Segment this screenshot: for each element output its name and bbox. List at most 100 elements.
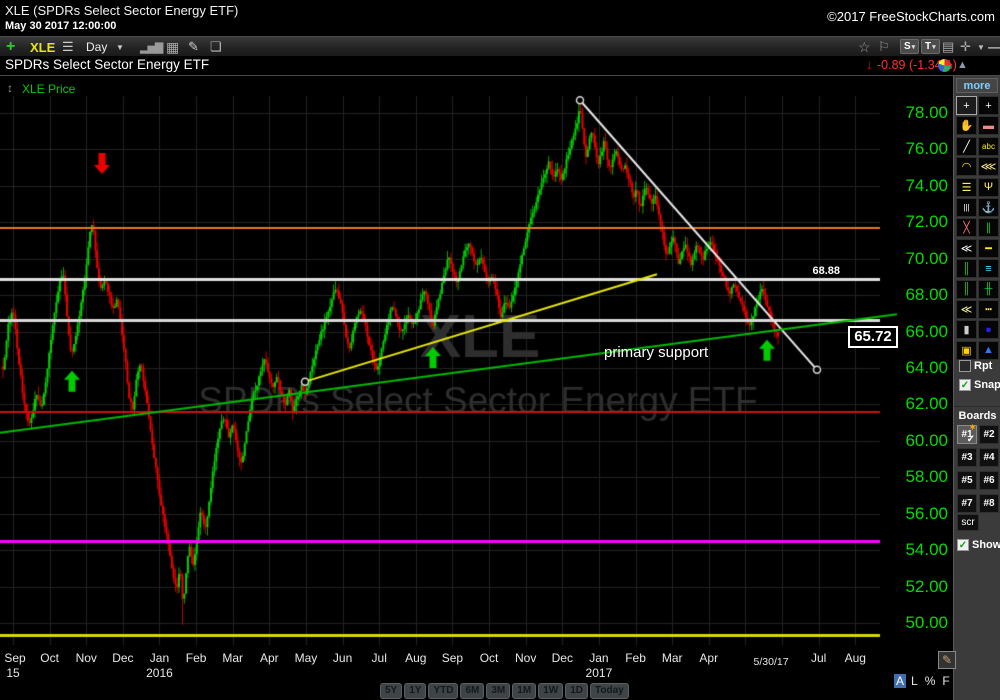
crosshair-select-tool-icon[interactable]: + [956,96,977,115]
parallel-dashed-tool-icon[interactable]: ☰ [956,177,977,197]
period-dropdown[interactable]: Day [86,40,108,54]
axis-mode-L[interactable]: L [911,674,918,688]
thick-line-tool-icon[interactable]: ━ [978,238,999,258]
month-label: Jan [149,651,170,665]
price-axis-label: 52.00 [905,576,948,596]
crosshair-add-tool-icon[interactable]: + [978,96,999,115]
timeframe-button-1y[interactable]: 1Y [404,683,427,699]
month-label: Feb [185,651,207,665]
scr-button[interactable]: scr [957,514,979,531]
candles-b-tool-icon[interactable]: ║ [956,279,977,299]
hand-tool-icon[interactable]: ✋ [956,116,977,136]
collapse-triangle-icon[interactable]: ▲ [957,59,968,71]
squares-tool-icon[interactable]: ▣ [956,340,977,360]
timeframe-button-today[interactable]: Today [589,683,629,699]
timeframe-button-ytd[interactable]: YTD [428,683,459,699]
separator-tool-icon[interactable]: ▮ [956,320,977,340]
axis-mode-%25[interactable]: % [924,674,936,688]
month-label: Mar [222,651,244,665]
timeframe-button-1d[interactable]: 1D [565,683,588,699]
series-label[interactable]: XLE Price [22,82,76,96]
chart-type-icon[interactable]: ▂▅▇ [140,41,163,54]
indicators-icon[interactable]: ▦ [166,38,180,55]
type-button[interactable]: T ▾ [921,39,940,54]
more-options-caret-icon[interactable]: ▼ [977,42,985,52]
scale-button[interactable]: S ▾ [900,39,920,54]
watchlist-icon[interactable]: ☰ [62,39,74,54]
timeframe-button-3m[interactable]: 3M [486,683,511,699]
board-button-2[interactable]: #2 [979,425,999,444]
fan-white-tool-icon[interactable]: ≪ [956,238,977,258]
month-label: Oct [40,651,59,665]
save-icon[interactable]: ▤ [942,39,955,54]
period-caret-icon[interactable]: ▼ [116,42,124,52]
ellipse-tool-icon[interactable]: ● [978,320,999,340]
rpt-checkbox-row[interactable]: Rpt [959,360,992,372]
board-button-3[interactable]: #3 [957,448,977,467]
levels-tool-icon[interactable]: ≡ [978,259,999,279]
month-label: Apr [259,651,279,665]
axis-mode-A[interactable]: A [894,674,907,688]
eraser-tool-icon[interactable]: ▬ [978,116,999,136]
board-button-5[interactable]: #5 [957,471,977,490]
add-symbol-icon[interactable]: + [6,38,16,55]
caret-icon: ▾ [911,43,916,51]
last-price-badge: 65.72 [848,325,898,348]
updown-arrow-icon[interactable]: ↕ [7,81,13,95]
fan-lines-tool-icon[interactable]: ⋘ [978,157,999,177]
minimize-icon[interactable]: — [988,40,1000,54]
security-name: SPDRs Select Sector Energy ETF [5,57,210,72]
more-tools-button[interactable]: more [956,78,998,93]
arrow-up-tool-icon[interactable]: ▲ [978,340,999,360]
pitchfork-tool-icon[interactable]: Ψ [978,177,999,197]
symbol-label[interactable]: XLE [30,39,56,55]
favorite-star-icon[interactable]: ☆ [858,38,871,55]
price-axis-label: 60.00 [905,430,948,450]
flag-icon[interactable]: ⚐ [878,39,890,54]
board-button-6[interactable]: #6 [979,471,999,490]
show-checkbox-row[interactable]: ✓ Show [957,539,1000,551]
month-label: Jul [810,651,827,665]
candles-line-tool-icon[interactable]: ╫ [978,279,999,299]
board-button-7[interactable]: #7 [957,494,977,513]
board-button-4[interactable]: #4 [979,448,999,467]
subtitle-bar: SPDRs Select Sector Energy ETF ↓ -0.89 (… [0,56,1000,76]
board-check-icon: ✓ [966,434,975,445]
month-label: Feb [625,651,646,665]
folder-icon[interactable]: ❏ [210,39,222,54]
fan-dotted-tool-icon[interactable]: ≪ [956,300,977,319]
timeframe-button-6m[interactable]: 6M [460,683,485,699]
price-axis-label: 56.00 [905,503,948,523]
candlestick-chart-canvas[interactable] [0,76,898,645]
quick-draw-icon[interactable]: ✎ [938,651,956,669]
pie-chart-icon[interactable] [938,59,951,72]
show-checkbox[interactable]: ✓ [957,539,969,551]
move-icon[interactable]: ✛ [960,39,971,54]
draw-icon[interactable]: ✎ [188,39,199,54]
price-axis-label: 70.00 [905,248,948,268]
rpt-checkbox[interactable] [959,360,971,372]
month-label: Dec [551,651,573,665]
axis-mode-F[interactable]: F [942,674,950,688]
trendline-tool-icon[interactable]: ╱ [956,136,977,156]
candles-a-tool-icon[interactable]: ║ [956,259,977,279]
caret-icon: ▾ [932,43,936,51]
timeframe-button-1w[interactable]: 1W [538,683,564,699]
text-tool-icon[interactable]: abc [978,136,999,156]
price-axis-label: 54.00 [905,540,948,560]
cross-lines-tool-icon[interactable]: ╳ [956,218,977,238]
board-button-1[interactable]: #1 ✶ ✓ [957,423,977,445]
arcs-tool-icon[interactable]: ◠ [956,157,977,177]
price-axis-label: 72.00 [905,212,948,232]
vertical-lines-tool-icon[interactable]: ||| [956,198,977,217]
timeframe-button-5y[interactable]: 5Y [380,683,403,699]
snap-checkbox-row[interactable]: ✓ Snap [959,379,1000,391]
last-date-label: 5/30/17 [753,656,789,668]
snap-checkbox[interactable]: ✓ [959,379,971,391]
timeframe-button-1m[interactable]: 1M [512,683,537,699]
board-button-8[interactable]: #8 [979,494,999,513]
price-axis-label: 66.00 [905,321,948,341]
anchor-tool-icon[interactable]: ⚓ [978,198,999,217]
channel-tool-icon[interactable]: ∥ [978,218,999,238]
dotted-line-tool-icon[interactable]: ┅ [978,300,999,319]
